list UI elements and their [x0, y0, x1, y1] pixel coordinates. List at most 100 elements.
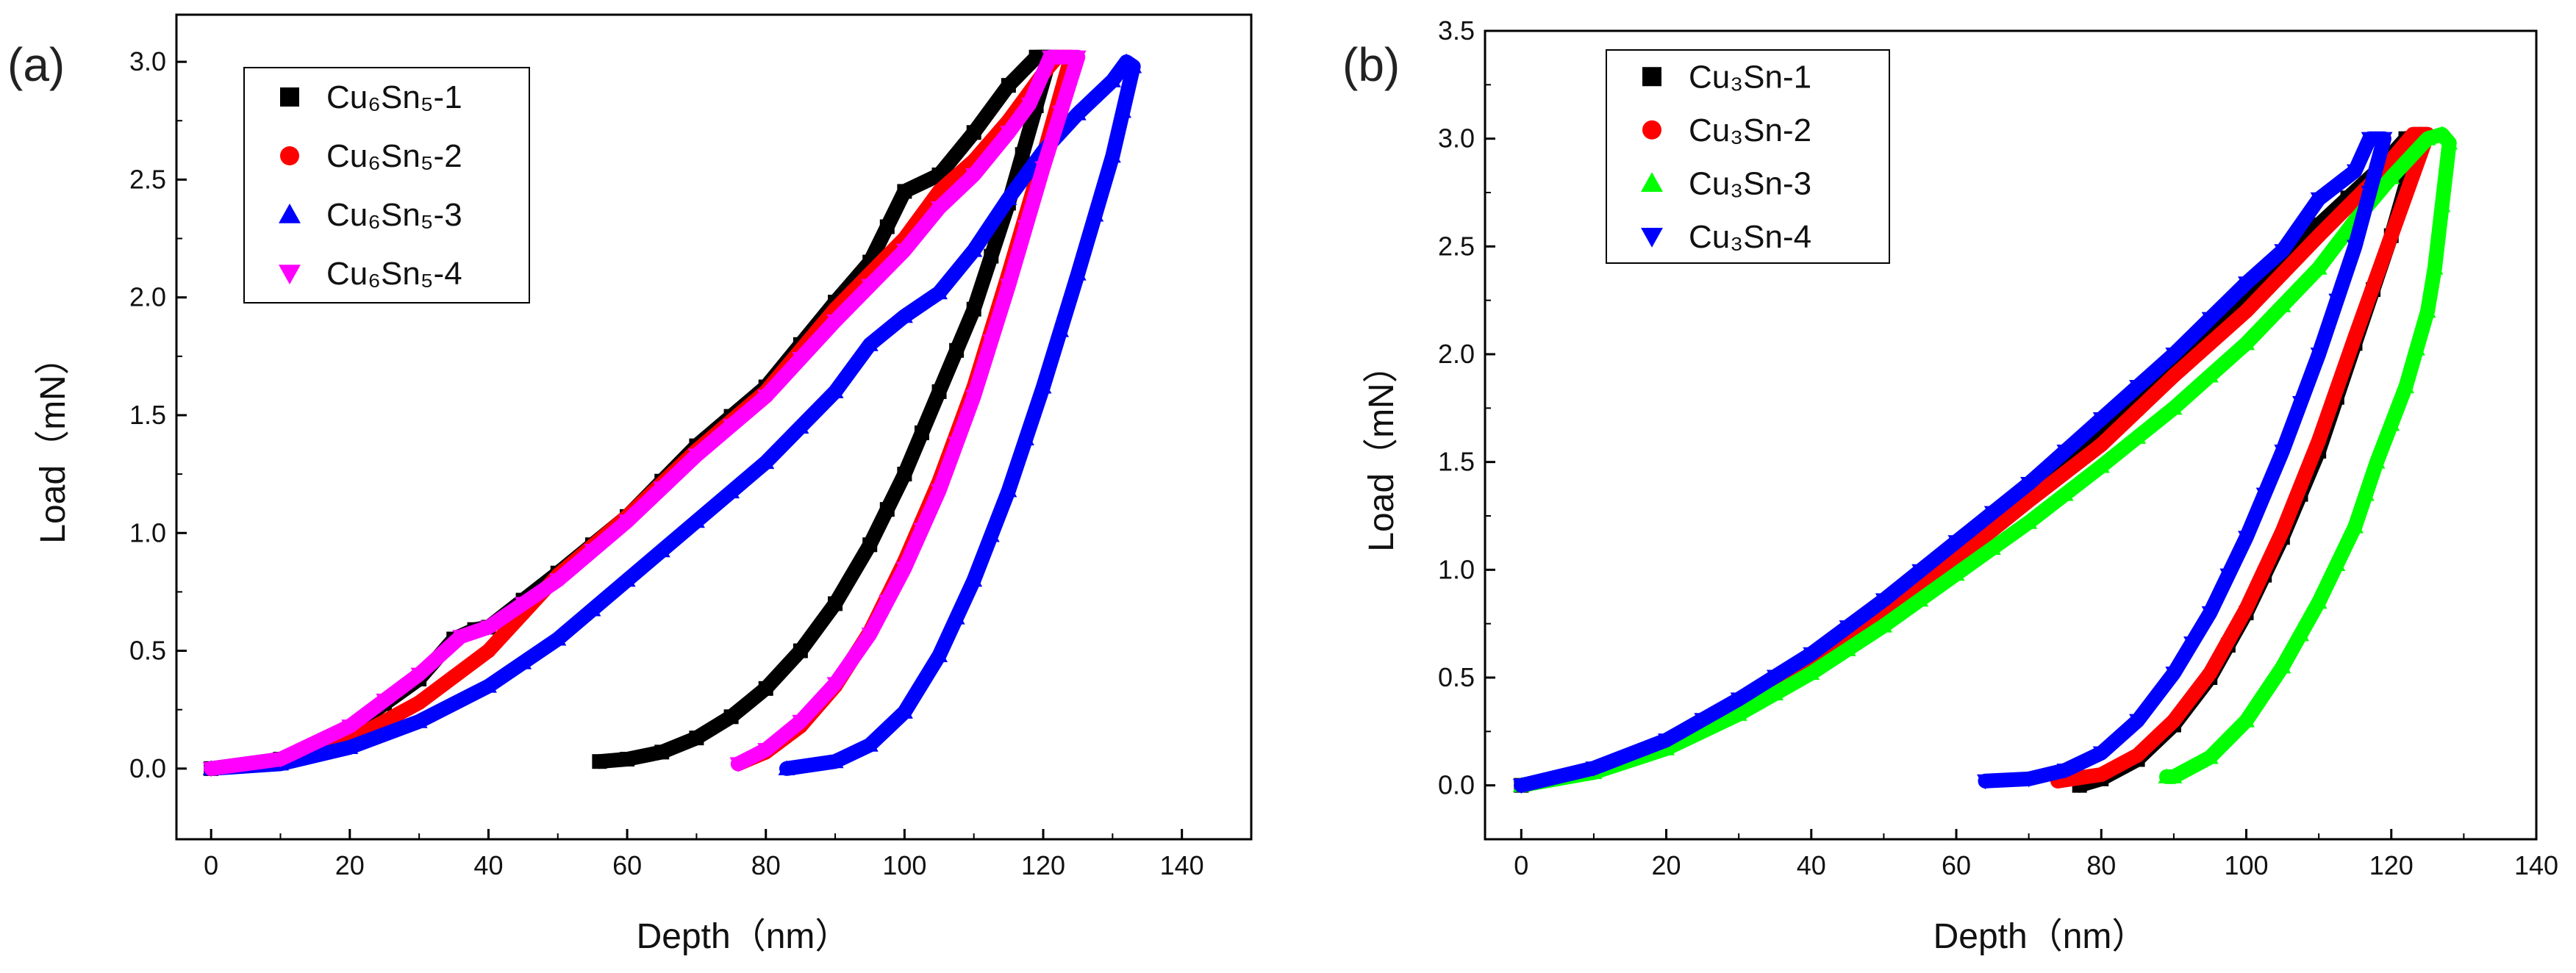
- legend-label: Cu₆Sn₅-1: [326, 79, 462, 115]
- data-point: [2092, 746, 2110, 762]
- y-tick-label: 2.5: [129, 164, 166, 194]
- data-point: [1730, 705, 1747, 721]
- legend-label: Cu₆Sn₅-3: [326, 197, 462, 233]
- data-point: [861, 628, 879, 643]
- y-tick-label: 1.5: [129, 400, 166, 430]
- data-point: [549, 573, 567, 589]
- data-point: [2020, 477, 2038, 492]
- data-point: [2310, 593, 2328, 609]
- data-point: [982, 526, 1000, 542]
- data-point: [826, 314, 844, 330]
- data-point: [2092, 458, 2110, 473]
- data-point: [2094, 767, 2109, 782]
- data-point: [1052, 106, 1070, 121]
- data-point: [723, 483, 740, 499]
- x-tick-label: 120: [1021, 850, 1065, 880]
- legend: Cu₆Sn₅-1 Cu₆Sn₅-2 Cu₆Sn₅-3 Cu₆Sn₅-4: [243, 67, 530, 304]
- legend-marker: [280, 87, 299, 107]
- data-point: [2020, 514, 2038, 529]
- data-point: [515, 654, 532, 669]
- data-point: [1512, 778, 1530, 794]
- data-point: [897, 467, 912, 482]
- data-point: [2238, 334, 2255, 351]
- data-point: [1000, 126, 1017, 141]
- data-point: [757, 389, 775, 405]
- data-point: [914, 426, 929, 441]
- data-point: [1803, 647, 1820, 663]
- data-point: [2238, 712, 2255, 728]
- data-point: [2130, 403, 2145, 418]
- data-point: [2291, 625, 2309, 642]
- x-tick-label: 80: [751, 850, 781, 880]
- x-tick-label: 120: [2369, 850, 2414, 880]
- data-point: [2094, 437, 2109, 453]
- data-point: [2056, 764, 2074, 779]
- legend: Cu₃Sn-1 Cu₃Sn-2 Cu₃Sn-3 Cu₃Sn-4: [1606, 49, 1890, 264]
- data-point: [1000, 190, 1017, 206]
- data-point: [2311, 228, 2327, 243]
- data-point: [2257, 562, 2272, 578]
- data-point: [1875, 593, 1892, 608]
- data-point: [2183, 636, 2201, 652]
- data-point: [931, 201, 948, 217]
- data-point: [2310, 348, 2328, 363]
- y-tick-label: 2.5: [1438, 231, 1475, 261]
- x-tick-label: 40: [1797, 850, 1826, 880]
- data-point: [1017, 220, 1034, 236]
- data-point: [2201, 312, 2219, 328]
- legend-marker: [1642, 120, 1661, 140]
- data-point: [1020, 97, 1038, 113]
- data-point: [376, 693, 393, 709]
- data-point: [2020, 772, 2038, 788]
- data-point: [2328, 293, 2346, 309]
- data-point: [2275, 266, 2290, 281]
- data-point: [2375, 132, 2393, 148]
- data-point: [1983, 539, 2001, 555]
- data-point: [792, 714, 809, 730]
- data-point: [2433, 197, 2451, 212]
- y-tick-label: 3.0: [129, 46, 166, 76]
- data-point: [897, 184, 912, 199]
- data-point: [826, 383, 844, 398]
- data-point: [2219, 568, 2237, 584]
- data-point: [1125, 58, 1142, 73]
- data-point: [879, 219, 895, 234]
- data-point: [2130, 747, 2145, 763]
- data-point: [2291, 396, 2309, 412]
- x-tick-label: 20: [335, 850, 365, 880]
- data-point: [2220, 633, 2236, 649]
- legend-label: Cu₆Sn₅-4: [326, 256, 462, 292]
- data-point: [2129, 428, 2147, 444]
- legend-label: Cu₃Sn-4: [1689, 219, 1811, 255]
- data-point: [931, 647, 948, 662]
- x-tick-label: 0: [204, 850, 218, 880]
- data-point: [2419, 130, 2436, 146]
- data-point: [2238, 276, 2255, 292]
- data-point: [1034, 161, 1052, 176]
- data-point: [2368, 453, 2386, 469]
- plot-area: [202, 49, 1142, 778]
- x-tick-label: 100: [882, 850, 926, 880]
- data-point: [481, 643, 496, 658]
- data-point: [2328, 556, 2346, 571]
- data-point: [2166, 368, 2181, 384]
- data-point: [1052, 322, 1070, 337]
- data-point: [792, 418, 809, 434]
- y-tick-label: 0.5: [1438, 662, 1475, 692]
- data-point: [2402, 177, 2417, 193]
- data-point: [1766, 685, 1783, 700]
- x-tick-label: 60: [612, 850, 642, 880]
- data-point: [653, 542, 670, 558]
- data-point: [2383, 228, 2399, 243]
- series-3: [202, 53, 1142, 776]
- data-point: [861, 736, 879, 752]
- data-point: [965, 389, 983, 405]
- data-point: [931, 484, 948, 500]
- data-point: [1947, 535, 1965, 550]
- data-point: [341, 739, 359, 754]
- data-point: [1000, 482, 1017, 498]
- panel-label: (b): [1342, 38, 1400, 91]
- x-axis-title: Depth（nm）: [637, 917, 851, 956]
- x-tick-label: 80: [2086, 850, 2116, 880]
